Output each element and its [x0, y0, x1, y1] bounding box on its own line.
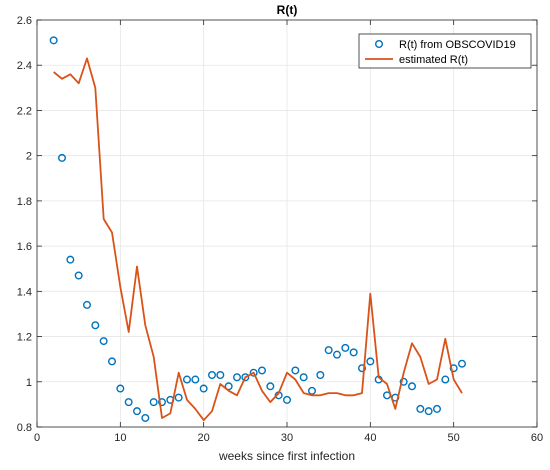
observed-point — [449, 364, 458, 373]
observed-point — [258, 366, 267, 375]
observed-point — [116, 384, 125, 393]
observed-point — [266, 382, 275, 391]
y-tick-label: 1.4 — [17, 286, 32, 298]
x-axis-label: weeks since first infection — [218, 449, 355, 463]
observed-point — [349, 348, 358, 357]
series-layer — [49, 36, 467, 422]
observed-point — [49, 36, 58, 45]
estimated-series-line — [53, 57, 463, 422]
y-tick-label: 1.2 — [17, 332, 32, 344]
y-tick-label: 2.2 — [17, 105, 32, 117]
observed-point — [132, 407, 141, 416]
observed-point — [157, 398, 166, 407]
observed-point — [91, 321, 100, 330]
observed-point — [182, 375, 191, 384]
observed-point — [283, 395, 292, 404]
observed-point — [191, 375, 200, 384]
observed-point — [58, 153, 67, 162]
x-tick-label: 20 — [198, 432, 210, 444]
x-tick-label: 30 — [281, 432, 293, 444]
y-tick-label: 2.4 — [17, 60, 32, 72]
legend-entry-label: R(t) from OBSCOVID19 — [399, 39, 516, 51]
observed-point — [366, 357, 375, 366]
observed-point — [66, 255, 75, 264]
y-tick-label: 1 — [26, 377, 32, 389]
observed-point — [441, 375, 450, 384]
observed-point — [399, 377, 408, 386]
observed-point — [291, 366, 300, 375]
y-tick-label: 2 — [26, 151, 32, 163]
observed-point — [74, 271, 83, 280]
legend-box — [358, 33, 532, 69]
observed-point — [416, 404, 425, 413]
observed-point — [174, 393, 183, 402]
chart-title: R(t) — [277, 3, 298, 17]
observed-point — [408, 382, 417, 391]
observed-point — [458, 359, 467, 368]
observed-point — [199, 384, 208, 393]
observed-point — [316, 370, 325, 379]
observed-point — [82, 300, 91, 309]
y-tick-label: 0.8 — [17, 422, 32, 434]
x-tick-label: 10 — [114, 432, 126, 444]
observed-point — [324, 346, 333, 355]
ticks: 0 10 20 30 40 50 60 0.8 1 1.2 1.4 1.6 1.8 2 2.2 2.4 2.6 — [17, 15, 543, 444]
observed-point — [333, 350, 342, 359]
observed-point — [124, 398, 133, 407]
legend: R(t) from OBSCOVID19 estimated R(t) — [358, 33, 532, 69]
observed-point — [249, 368, 258, 377]
legend-circle-marker — [375, 40, 384, 49]
y-tick-label: 1.6 — [17, 241, 32, 253]
observed-point — [308, 386, 317, 395]
observed-point — [299, 373, 308, 382]
observed-point — [99, 337, 108, 346]
observed-point — [224, 382, 233, 391]
observed-point — [433, 404, 442, 413]
x-tick-label: 50 — [448, 432, 460, 444]
x-tick-label: 0 — [34, 432, 40, 444]
y-tick-label: 1.8 — [17, 196, 32, 208]
observed-point — [207, 370, 216, 379]
observed-point — [107, 357, 116, 366]
y-tick-label: 2.6 — [17, 15, 32, 27]
observed-point — [358, 364, 367, 373]
observed-point — [232, 373, 241, 382]
observed-point — [241, 373, 250, 382]
observed-point — [149, 398, 158, 407]
x-tick-label: 60 — [531, 432, 543, 444]
observed-point — [424, 407, 433, 416]
observed-point — [216, 370, 225, 379]
legend-entry-label: estimated R(t) — [399, 54, 468, 66]
x-tick-label: 40 — [364, 432, 376, 444]
observed-point — [141, 413, 150, 422]
observed-point — [341, 343, 350, 352]
